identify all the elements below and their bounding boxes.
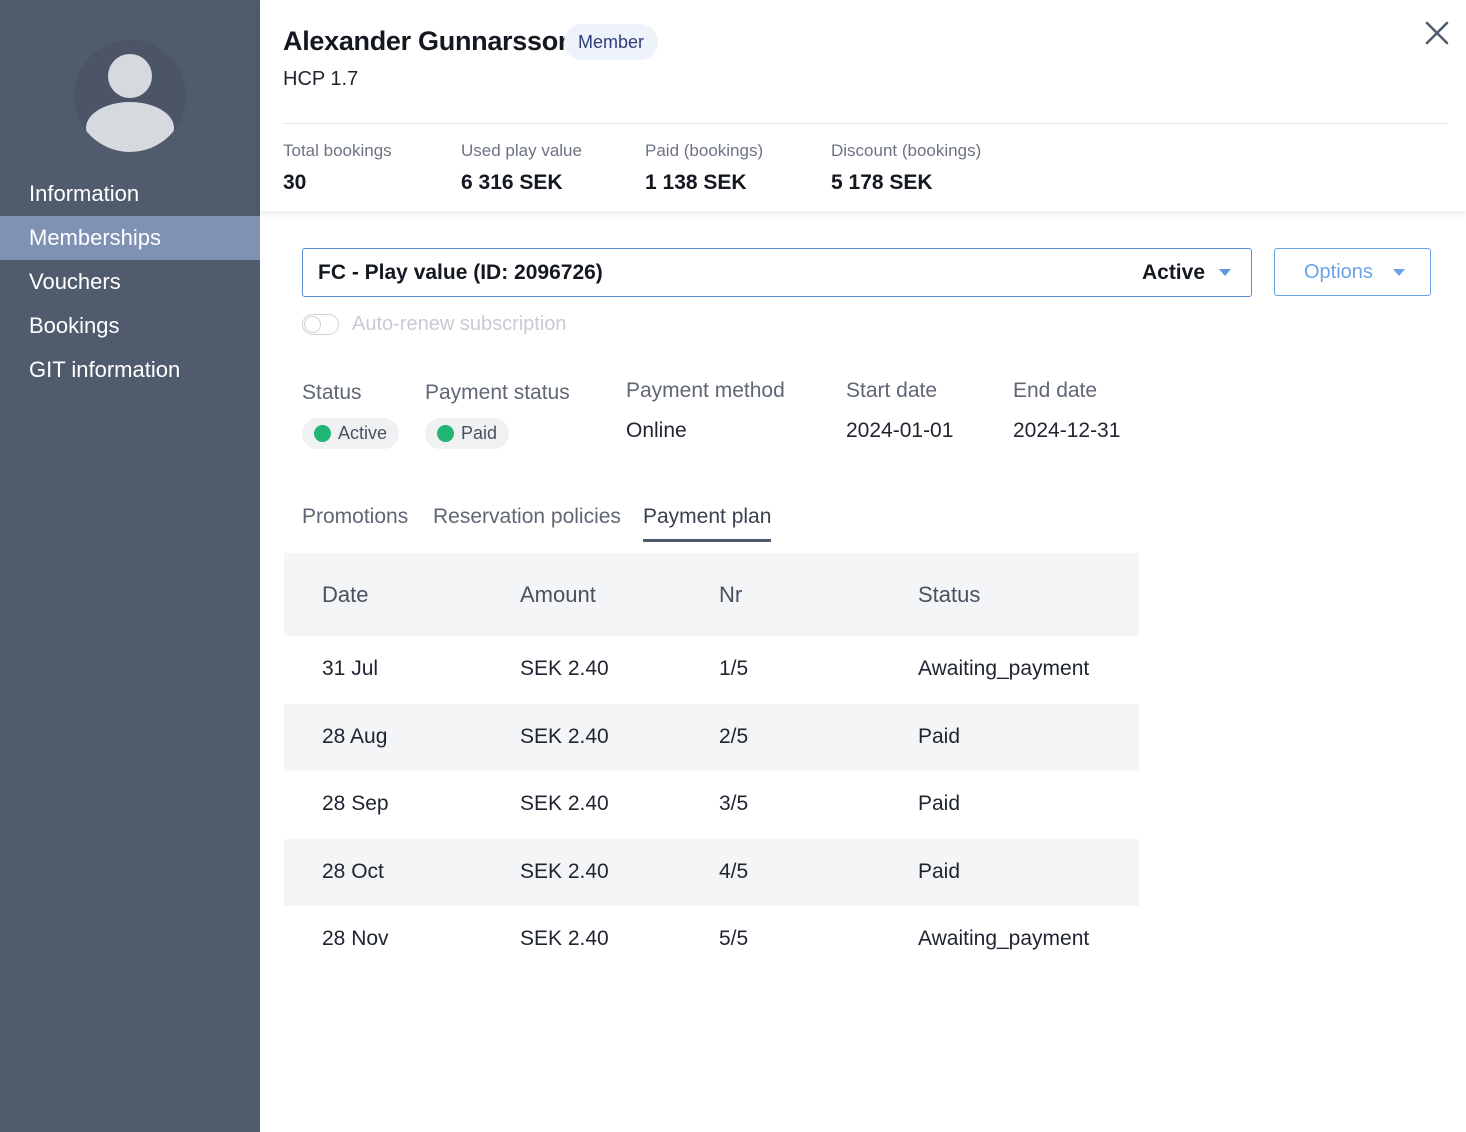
payment-method-label: Payment method <box>626 379 785 402</box>
stat-total-bookings: Total bookings 30 <box>283 141 392 195</box>
sidebar-item-information[interactable]: Information <box>29 181 140 206</box>
detail-start-date: Start date 2024-01-01 <box>846 379 953 443</box>
column-header-date: Date <box>322 582 369 607</box>
cell-status: Paid <box>918 724 961 748</box>
status-dot-icon <box>437 425 454 442</box>
end-date-value: 2024-12-31 <box>1013 419 1121 442</box>
stat-paid-bookings: Paid (bookings) 1 138 SEK <box>645 141 763 195</box>
auto-renew-label: Auto-renew subscription <box>352 313 567 335</box>
sidebar-item-bookings[interactable]: Bookings <box>29 313 120 338</box>
status-badge: Active <box>302 418 400 449</box>
tab-promotions[interactable]: Promotions <box>302 505 409 528</box>
stat-value: 6 316 SEK <box>461 171 563 194</box>
payment-status-value: Paid <box>461 423 498 443</box>
table-row: 31 Jul SEK 2.40 1/5 Awaiting_payment <box>284 636 1139 704</box>
cell-date: 31 Jul <box>322 657 379 680</box>
cell-amount: SEK 2.40 <box>520 927 609 950</box>
cell-status: Paid <box>918 859 961 883</box>
end-date-label: End date <box>1013 379 1098 402</box>
sidebar: Information Memberships Vouchers Booking… <box>0 0 260 1132</box>
tab-payment-plan[interactable]: Payment plan <box>643 505 772 542</box>
cell-date: 28 Nov <box>322 927 389 950</box>
membership-select[interactable]: FC - Play value (ID: 2096726) Active <box>302 248 1252 297</box>
stat-label: Discount (bookings) <box>831 141 982 160</box>
cell-amount: SEK 2.40 <box>520 859 609 883</box>
stat-value: 1 138 SEK <box>645 171 747 194</box>
cell-status: Awaiting_payment <box>918 927 1090 950</box>
payment-method-value: Online <box>626 419 687 442</box>
cell-amount: SEK 2.40 <box>520 792 609 815</box>
sidebar-nav: Information Memberships Vouchers Booking… <box>0 172 260 392</box>
start-date-value: 2024-01-01 <box>846 419 954 442</box>
payment-status-label: Payment status <box>425 381 570 404</box>
stat-label: Paid (bookings) <box>645 141 764 160</box>
cell-nr: 4/5 <box>719 859 749 883</box>
options-button[interactable]: Options <box>1274 248 1431 296</box>
column-header-status: Status <box>918 582 981 607</box>
detail-payment-status: Payment status Paid <box>425 381 570 449</box>
hcp-value: HCP 1.7 <box>283 68 359 90</box>
cell-date: 28 Sep <box>322 792 389 815</box>
sidebar-item-memberships[interactable]: Memberships <box>0 216 260 260</box>
table-row: 28 Aug SEK 2.40 2/5 Paid <box>284 703 1139 771</box>
stat-value: 5 178 SEK <box>831 171 933 194</box>
cell-amount: SEK 2.40 <box>520 724 609 748</box>
member-name: Alexander Gunnarsson <box>283 26 575 56</box>
column-header-amount: Amount <box>520 582 596 607</box>
status-label: Status <box>302 381 362 404</box>
chevron-down-icon <box>1219 269 1231 276</box>
profile-header: Alexander Gunnarsson Member HCP 1.7 Tota… <box>260 0 1466 211</box>
user-icon <box>74 40 186 152</box>
cell-nr: 2/5 <box>719 724 749 748</box>
status-value: Active <box>338 423 388 443</box>
close-icon <box>1425 21 1449 45</box>
detail-end-date: End date 2024-12-31 <box>1013 379 1120 443</box>
start-date-label: Start date <box>846 379 938 402</box>
table-row: 28 Nov SEK 2.40 5/5 Awaiting_payment <box>284 906 1139 974</box>
status-dot-icon <box>314 425 331 442</box>
tab-reservation-policies[interactable]: Reservation policies <box>433 505 621 528</box>
member-badge: Member <box>564 24 659 60</box>
payment-plan-table: Date Amount Nr Status 31 Jul SEK 2.40 1/… <box>284 553 1139 974</box>
detail-payment-method: Payment method Online <box>626 379 785 443</box>
auto-renew-toggle[interactable] <box>302 314 339 335</box>
options-label: Options <box>1304 261 1373 283</box>
stat-discount-bookings: Discount (bookings) 5 178 SEK <box>831 141 981 195</box>
cell-date: 28 Oct <box>322 859 384 883</box>
cell-status: Awaiting_payment <box>918 657 1090 680</box>
toggle-knob <box>304 316 321 333</box>
table-row: 28 Sep SEK 2.40 3/5 Paid <box>284 771 1139 839</box>
sidebar-item-git-information[interactable]: GIT information <box>29 357 181 382</box>
detail-status: Status Active <box>302 381 400 449</box>
column-header-nr: Nr <box>719 582 743 607</box>
header-divider <box>283 123 1447 124</box>
cell-nr: 3/5 <box>719 792 749 815</box>
close-button[interactable] <box>1422 18 1452 48</box>
cell-amount: SEK 2.40 <box>520 657 609 680</box>
chevron-down-icon <box>1393 269 1405 276</box>
stat-value: 30 <box>283 171 307 194</box>
stat-label: Total bookings <box>283 141 392 160</box>
table-row: 28 Oct SEK 2.40 4/5 Paid <box>284 838 1139 906</box>
stat-used-play-value: Used play value 6 316 SEK <box>461 141 582 195</box>
sidebar-item-vouchers[interactable]: Vouchers <box>29 269 121 294</box>
payment-status-badge: Paid <box>425 418 510 449</box>
cell-status: Paid <box>918 792 961 815</box>
table-header: Date Amount Nr Status <box>284 553 1139 636</box>
membership-select-value: FC - Play value (ID: 2096726) <box>318 261 603 284</box>
membership-select-status: Active <box>1141 261 1205 284</box>
cell-date: 28 Aug <box>322 724 388 748</box>
cell-nr: 1/5 <box>719 657 749 680</box>
avatar <box>74 40 186 152</box>
cell-nr: 5/5 <box>719 927 749 950</box>
stat-label: Used play value <box>461 141 582 160</box>
